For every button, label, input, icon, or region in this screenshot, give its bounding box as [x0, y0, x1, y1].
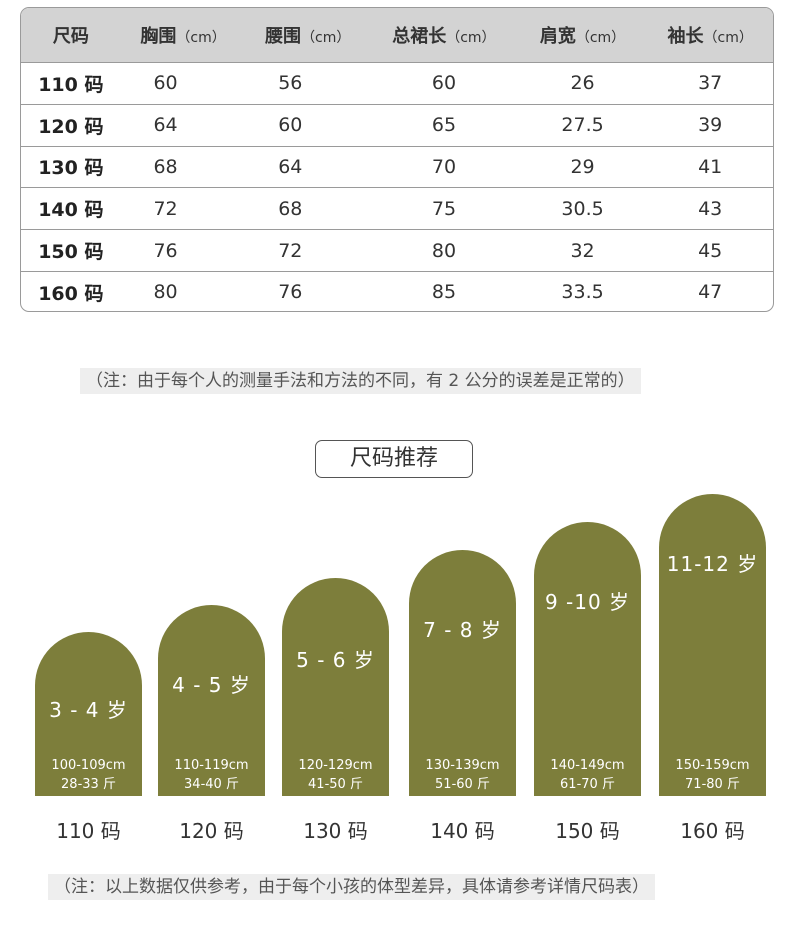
chest-cell: 76 — [153, 239, 178, 262]
size-cell: 110 码 — [38, 73, 104, 96]
size-chart-table: 尺码 胸围（cm） 腰围（cm） 总裙长（cm） 肩宽（cm） 袖长（cm） 1… — [20, 7, 774, 312]
header-chest: 胸围（cm） — [140, 26, 226, 47]
length-cell: 85 — [431, 281, 457, 304]
sleeve-cell: 39 — [698, 114, 723, 137]
reference-note: （注：以上数据仅供参考，由于每个小孩的体型差异，具体请参考详情尺码表） — [48, 874, 655, 900]
size-label: 110 码 — [56, 819, 121, 843]
sleeve-cell: 41 — [698, 155, 723, 178]
recommendation-card: 5 - 6 岁 120-129cm 41-50 斤 — [282, 578, 389, 796]
age-label: 5 - 6 岁 — [296, 648, 375, 672]
sleeve-cell: 45 — [698, 239, 723, 262]
size-label: 150 码 — [555, 819, 620, 843]
shoulder-cell: 29 — [570, 155, 595, 178]
recommendation-card: 3 - 4 岁 100-109cm 28-33 斤 — [35, 632, 142, 796]
length-cell: 65 — [431, 114, 457, 137]
size-recommendation-title: 尺码推荐 — [315, 440, 473, 478]
chest-cell: 72 — [153, 197, 178, 220]
shoulder-cell: 27.5 — [561, 114, 604, 137]
recommendation-card: 4 - 5 岁 110-119cm 34-40 斤 — [158, 605, 265, 796]
table-row: 110 码 60 56 60 26 37 — [21, 62, 773, 104]
waist-cell: 68 — [278, 197, 303, 220]
weight-range: 71-80 斤 — [685, 777, 740, 792]
age-label: 11-12 岁 — [666, 552, 759, 576]
age-label: 9 -10 岁 — [544, 590, 631, 614]
waist-cell: 56 — [278, 72, 303, 95]
header-skirt-length: 总裙长（cm） — [392, 26, 496, 47]
size-cell: 140 码 — [38, 199, 104, 222]
header-sleeve: 袖长（cm） — [667, 26, 753, 47]
sleeve-cell: 43 — [698, 197, 723, 220]
shoulder-cell: 32 — [570, 239, 595, 262]
header-shoulder: 肩宽（cm） — [539, 26, 626, 47]
sleeve-cell: 47 — [698, 281, 723, 304]
table-row: 130 码 68 64 70 29 41 — [21, 145, 773, 188]
waist-cell: 72 — [278, 239, 303, 262]
recommendation-card: 7 - 8 岁 130-139cm 51-60 斤 — [409, 550, 516, 796]
shoulder-cell: 30.5 — [561, 197, 604, 220]
age-label: 3 - 4 岁 — [49, 698, 128, 722]
table-row: 160 码 80 76 85 33.5 47 — [21, 270, 773, 311]
waist-cell: 60 — [278, 114, 303, 137]
size-label: 160 码 — [680, 819, 745, 843]
weight-range: 28-33 斤 — [61, 777, 116, 792]
shoulder-cell: 26 — [570, 72, 595, 95]
weight-range: 51-60 斤 — [435, 777, 490, 792]
chest-cell: 68 — [153, 155, 178, 178]
age-label: 4 - 5 岁 — [172, 673, 251, 697]
height-range: 100-109cm — [51, 758, 126, 773]
chest-cell: 80 — [153, 281, 178, 304]
height-range: 130-139cm — [425, 758, 500, 773]
table-row: 150 码 76 72 80 32 45 — [21, 229, 773, 271]
length-cell: 75 — [431, 197, 457, 220]
size-label: 130 码 — [303, 819, 368, 843]
height-range: 140-149cm — [550, 758, 625, 773]
table-row: 140 码 72 68 75 30.5 43 — [21, 187, 773, 229]
shoulder-cell: 33.5 — [561, 281, 604, 304]
recommendation-card: 9 -10 岁 140-149cm 61-70 斤 — [534, 522, 641, 796]
length-cell: 80 — [431, 239, 457, 262]
table-row: 120 码 64 60 65 27.5 39 — [21, 103, 773, 146]
length-cell: 70 — [431, 155, 457, 178]
size-label: 140 码 — [430, 819, 495, 843]
length-cell: 60 — [431, 72, 457, 95]
waist-cell: 76 — [278, 281, 303, 304]
measurement-note: （注：由于每个人的测量手法和方法的不同，有 2 公分的误差是正常的） — [80, 368, 641, 394]
recommendation-card: 11-12 岁 150-159cm 71-80 斤 — [659, 494, 766, 796]
height-range: 150-159cm — [675, 758, 750, 773]
weight-range: 61-70 斤 — [560, 777, 615, 792]
size-cell: 150 码 — [38, 241, 104, 264]
size-cell: 130 码 — [38, 157, 104, 180]
header-size: 尺码 — [52, 26, 89, 47]
size-cell: 160 码 — [38, 282, 104, 305]
weight-range: 34-40 斤 — [184, 777, 239, 792]
chest-cell: 60 — [153, 72, 178, 95]
header-waist: 腰围（cm） — [265, 26, 351, 47]
waist-cell: 64 — [278, 155, 303, 178]
height-range: 110-119cm — [174, 758, 249, 773]
weight-range: 41-50 斤 — [308, 777, 363, 792]
chest-cell: 64 — [153, 114, 178, 137]
size-cell: 120 码 — [38, 115, 104, 138]
size-label: 120 码 — [179, 819, 244, 843]
height-range: 120-129cm — [298, 758, 373, 773]
sleeve-cell: 37 — [698, 72, 723, 95]
age-label: 7 - 8 岁 — [423, 618, 502, 642]
table-header: 尺码 胸围（cm） 腰围（cm） 总裙长（cm） 肩宽（cm） 袖长（cm） — [21, 8, 773, 62]
